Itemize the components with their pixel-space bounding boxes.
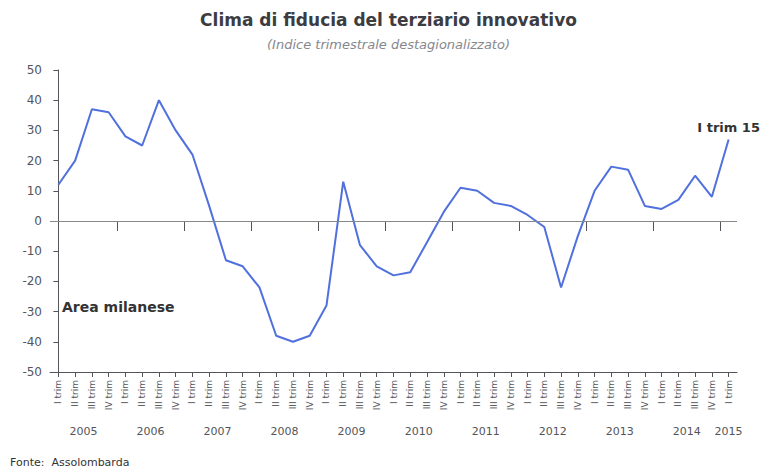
svg-text:40: 40	[27, 93, 42, 107]
svg-text:Clima di fiducia del terziario: Clima di fiducia del terziario innovativ…	[200, 10, 577, 30]
svg-text:II trim: II trim	[606, 380, 616, 407]
svg-text:III trim: III trim	[221, 380, 231, 409]
svg-text:II trim: II trim	[405, 380, 415, 407]
svg-text:IV trim: IV trim	[372, 380, 382, 410]
svg-text:I trim 15: I trim 15	[697, 120, 760, 135]
svg-text:2012: 2012	[539, 425, 567, 438]
svg-text:II trim: II trim	[539, 380, 549, 407]
svg-text:Fonte: Assolombarda: Fonte: Assolombarda	[10, 456, 129, 469]
svg-text:IV trim: IV trim	[305, 380, 315, 410]
svg-text:I trim: I trim	[321, 380, 331, 404]
svg-text:II trim: II trim	[673, 380, 683, 407]
svg-text:IV trim: IV trim	[506, 380, 516, 410]
svg-text:III trim: III trim	[623, 380, 633, 409]
svg-text:III trim: III trim	[556, 380, 566, 409]
svg-text:2006: 2006	[137, 425, 165, 438]
svg-text:2008: 2008	[271, 425, 299, 438]
svg-text:2013: 2013	[606, 425, 634, 438]
svg-text:I trim: I trim	[254, 380, 264, 404]
svg-text:2015: 2015	[715, 425, 743, 438]
svg-text:-30: -30	[22, 305, 42, 319]
svg-text:III trim: III trim	[87, 380, 97, 409]
svg-text:50: 50	[27, 63, 42, 77]
svg-text:Area milanese: Area milanese	[62, 299, 174, 315]
svg-text:20: 20	[27, 154, 42, 168]
svg-text:2010: 2010	[405, 425, 433, 438]
svg-text:IV trim: IV trim	[439, 380, 449, 410]
svg-text:10: 10	[27, 184, 42, 198]
svg-text:IV trim: IV trim	[573, 380, 583, 410]
svg-text:I trim: I trim	[389, 380, 399, 404]
svg-text:2005: 2005	[70, 425, 98, 438]
svg-text:I trim: I trim	[120, 380, 130, 404]
svg-text:-40: -40	[22, 335, 42, 349]
svg-text:III trim: III trim	[288, 380, 298, 409]
svg-text:IV trim: IV trim	[104, 380, 114, 410]
svg-text:30: 30	[27, 123, 42, 137]
svg-text:2011: 2011	[472, 425, 500, 438]
svg-text:2014: 2014	[673, 425, 701, 438]
svg-text:I trim: I trim	[590, 380, 600, 404]
svg-text:I trim: I trim	[523, 380, 533, 404]
svg-text:2007: 2007	[204, 425, 232, 438]
svg-text:II trim: II trim	[338, 380, 348, 407]
svg-text:I trim: I trim	[657, 380, 667, 404]
svg-text:IV trim: IV trim	[171, 380, 181, 410]
svg-text:2009: 2009	[338, 425, 366, 438]
svg-text:III trim: III trim	[154, 380, 164, 409]
svg-text:-50: -50	[22, 365, 42, 379]
svg-text:III trim: III trim	[355, 380, 365, 409]
svg-text:II trim: II trim	[271, 380, 281, 407]
svg-text:III trim: III trim	[489, 380, 499, 409]
svg-text:IV trim: IV trim	[640, 380, 650, 410]
svg-text:0: 0	[34, 214, 42, 228]
svg-text:II trim: II trim	[70, 380, 80, 407]
svg-text:IV trim: IV trim	[238, 380, 248, 410]
svg-text:III trim: III trim	[422, 380, 432, 409]
svg-text:IV trim: IV trim	[707, 380, 717, 410]
svg-text:I trim: I trim	[724, 380, 734, 404]
svg-text:I trim: I trim	[456, 380, 466, 404]
svg-text:II trim: II trim	[204, 380, 214, 407]
svg-text:I trim: I trim	[187, 380, 197, 404]
svg-text:-10: -10	[22, 244, 42, 258]
svg-text:II trim: II trim	[137, 380, 147, 407]
svg-text:-20: -20	[22, 274, 42, 288]
svg-text:I trim: I trim	[53, 380, 63, 404]
svg-text:II trim: II trim	[472, 380, 482, 407]
svg-text:III trim: III trim	[690, 380, 700, 409]
svg-text:(Indice trimestrale destagiona: (Indice trimestrale destagionalizzato)	[267, 37, 510, 52]
